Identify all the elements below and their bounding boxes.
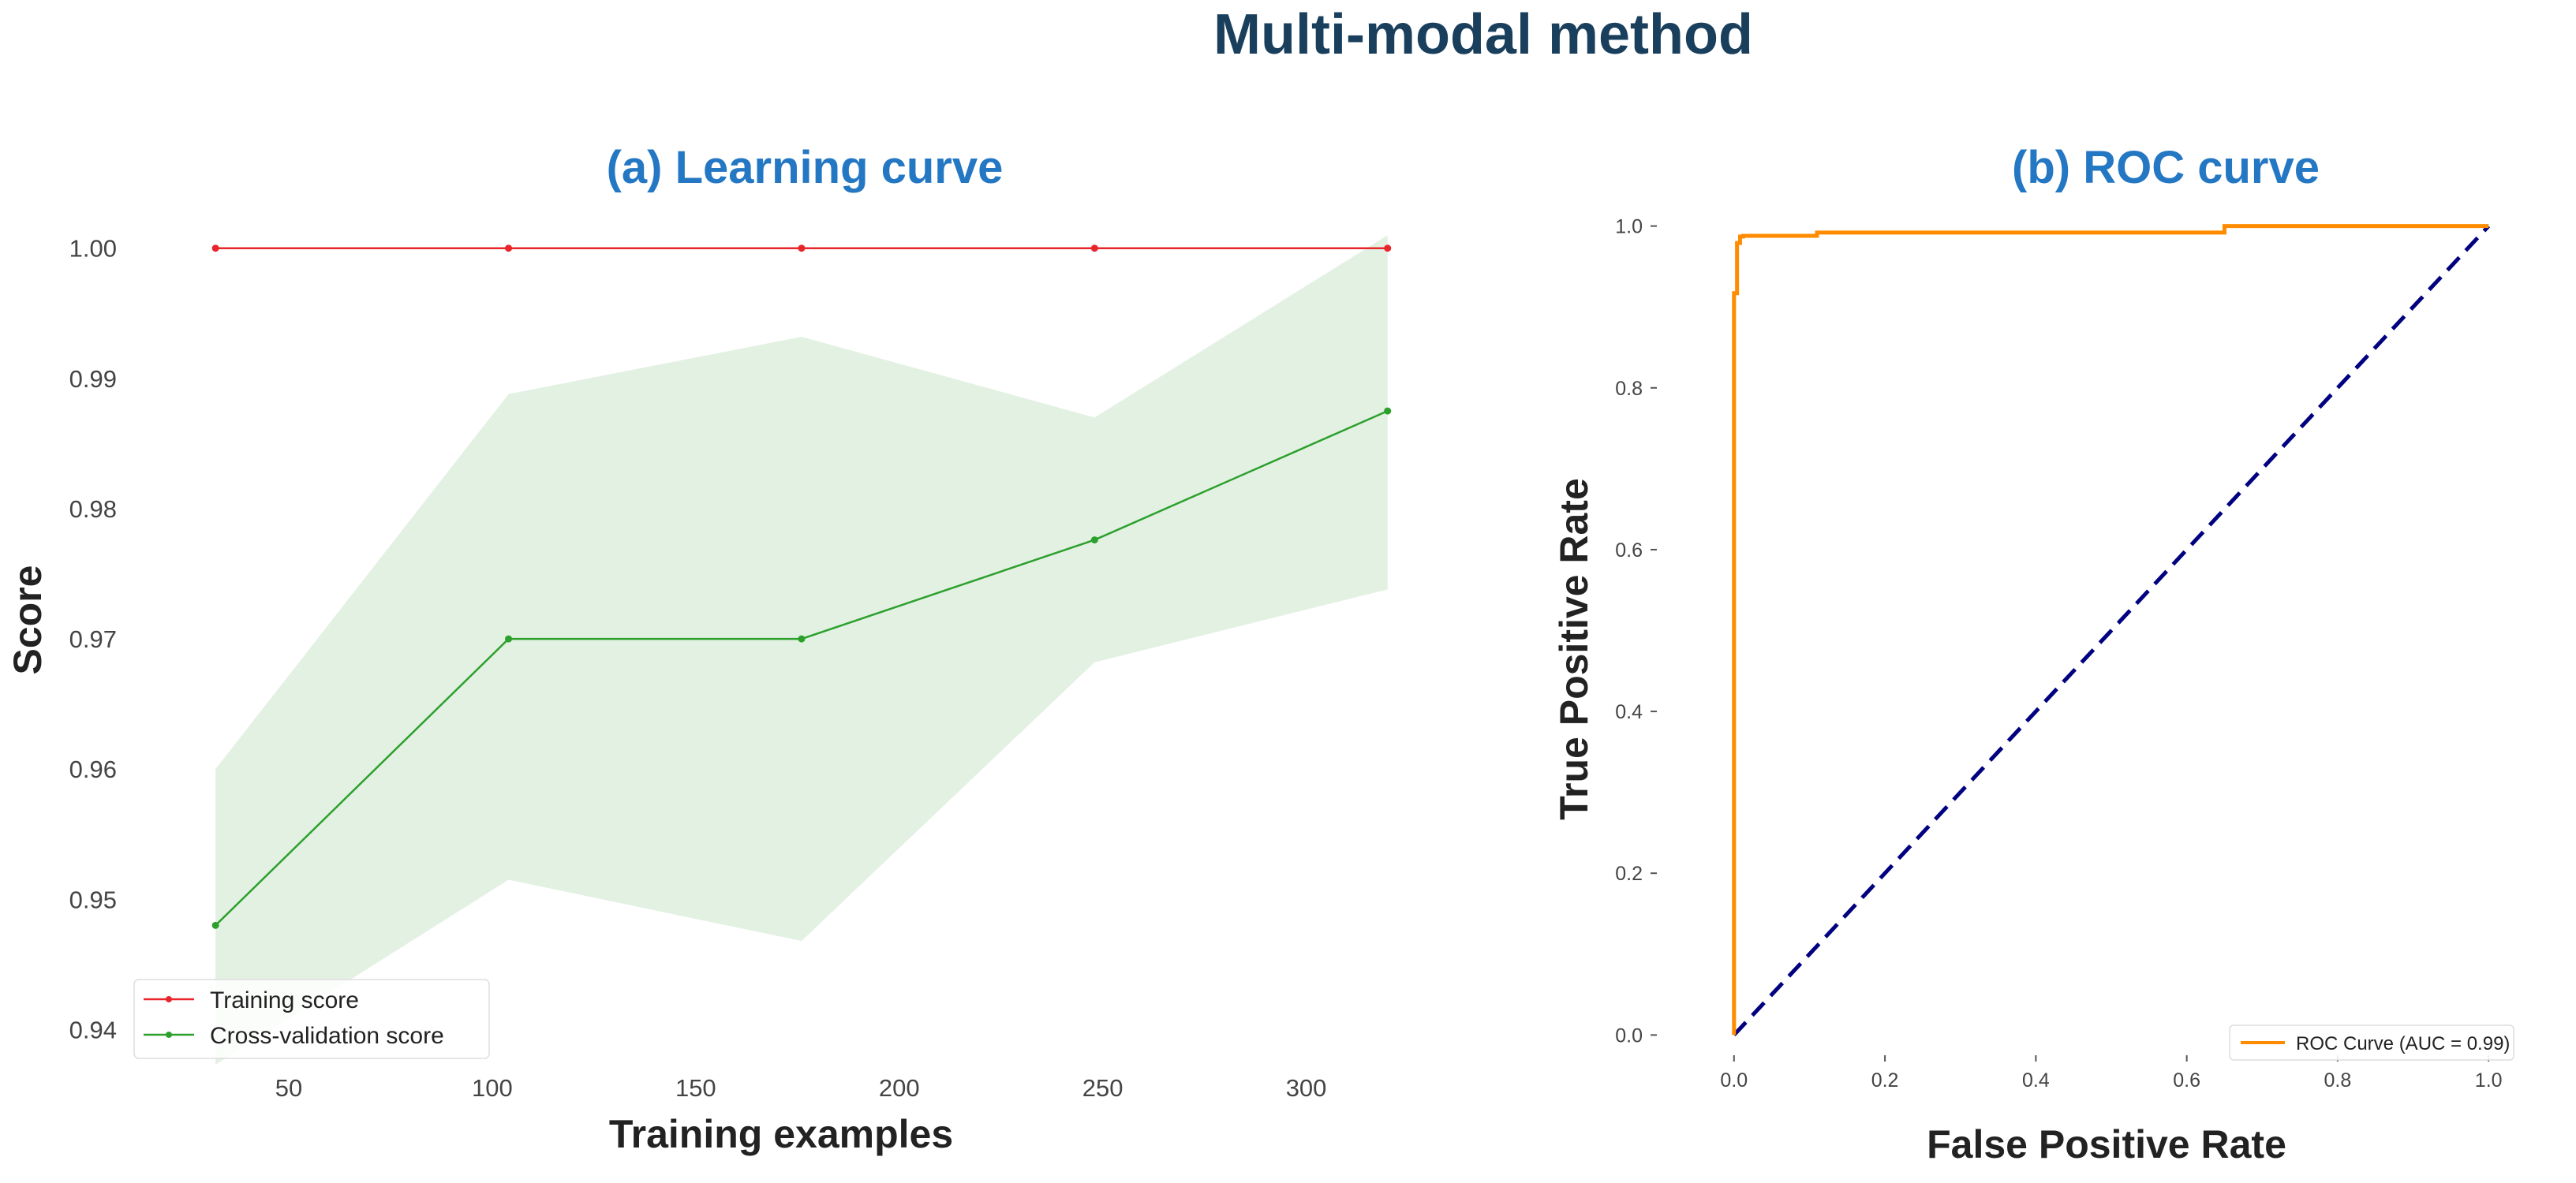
legend-label-roc: ROC Curve (AUC = 0.99) (2296, 1033, 2510, 1054)
roc-x-tick-label: 0.6 (2173, 1069, 2200, 1092)
roc-x-tick-label: 0.2 (1871, 1069, 1899, 1092)
learning-curve-y-tick-label: 0.99 (69, 365, 117, 393)
roc-y-ticks: 0.0 0.2 0.4 0.6 0.8 1.0 (1615, 216, 1657, 1047)
roc-curve-lines (1732, 224, 2491, 1037)
cross-validation-score-point (211, 921, 219, 929)
learning-curve-x-tick-label: 200 (879, 1074, 920, 1102)
learning-curve-x-tick-label: 250 (1082, 1074, 1123, 1102)
learning-curve-panel: (a) Learning curve 50 100 150 200 250 300 0.9… (6, 142, 1392, 1156)
roc-x-tick-label: 0.4 (2022, 1069, 2050, 1092)
roc-y-tick-label: 0.2 (1615, 863, 1643, 885)
learning-curve-y-tick-label: 0.94 (69, 1016, 117, 1043)
learning-curve-x-tick-label: 100 (472, 1074, 513, 1102)
learning-curve-y-label: Score (6, 565, 50, 675)
cv-score-band (215, 235, 1388, 1065)
learning-curve-lines (211, 244, 1392, 929)
legend-label-cross-validation: Cross-validation score (210, 1023, 444, 1049)
roc-y-tick-label: 0.8 (1615, 378, 1643, 400)
training-score-point (798, 244, 806, 252)
training-score-point (1384, 244, 1392, 252)
roc-x-tick-label: 0.8 (2324, 1069, 2352, 1092)
roc-y-tick-label: 1.0 (1615, 216, 1643, 238)
learning-curve-title: (a) Learning curve (607, 142, 1004, 193)
legend-marker-training (166, 996, 172, 1002)
roc-legend-box (2229, 1024, 2514, 1061)
roc-legend: ROC Curve (AUC = 0.99) (2229, 1024, 2514, 1061)
roc-curve-line (1732, 224, 2489, 1036)
roc-x-ticks: 0.0 0.2 0.4 0.6 0.8 1.0 (1720, 1055, 2503, 1092)
learning-curve-x-ticks: 50 100 150 200 250 300 (275, 1074, 1327, 1102)
training-score-point (1090, 244, 1098, 252)
learning-curve-y-ticks: 0.94 0.95 0.96 0.97 0.98 0.99 1.00 (69, 235, 117, 1044)
cross-validation-score-point (505, 635, 513, 643)
learning-curve-x-label: Training examples (609, 1112, 953, 1156)
legend-marker-cross-validation (166, 1032, 172, 1038)
chance-diagonal-line (1732, 224, 2491, 1037)
learning-curve-legend: Training score Cross-validation score (133, 979, 490, 1059)
roc-x-tick-label: 1.0 (2475, 1069, 2503, 1092)
roc-x-tick-label: 0.0 (1720, 1069, 1748, 1092)
training-score-point (211, 244, 219, 252)
cross-validation-score-point (1090, 536, 1098, 544)
roc-y-tick-label: 0.4 (1615, 701, 1643, 723)
learning-curve-y-tick-label: 0.97 (69, 625, 117, 653)
learning-curve-y-tick-label: 0.96 (69, 756, 117, 783)
learning-curve-x-tick-label: 300 (1286, 1074, 1327, 1102)
roc-curve-panel: (b) ROC curve 0.0 0.2 0.4 0.6 0.8 1.0 0.00.20… (1552, 142, 2514, 1166)
learning-curve-y-tick-label: 1.00 (69, 235, 117, 263)
learning-curve-legend-box (133, 979, 490, 1059)
learning-curve-y-tick-label: 0.95 (69, 886, 117, 913)
roc-y-label: True Positive Rate (1552, 478, 1596, 820)
roc-y-tick-label: 0.6 (1615, 539, 1643, 562)
figure-title: Multi-modal method (1213, 3, 1753, 66)
roc-curve-title: (b) ROC curve (2012, 142, 2320, 193)
roc-x-label: False Positive Rate (1927, 1122, 2286, 1166)
training-score-point (505, 244, 513, 252)
cross-validation-score-point (1384, 407, 1392, 415)
learning-curve-y-tick-label: 0.98 (69, 495, 117, 523)
roc-y-tick-label: 0.0 (1615, 1024, 1643, 1047)
cross-validation-score-point (798, 635, 806, 643)
learning-curve-x-tick-label: 50 (275, 1074, 302, 1102)
legend-label-training: Training score (210, 987, 359, 1013)
learning-curve-x-tick-label: 150 (675, 1074, 716, 1102)
learning-curve-bands (215, 235, 1388, 1065)
